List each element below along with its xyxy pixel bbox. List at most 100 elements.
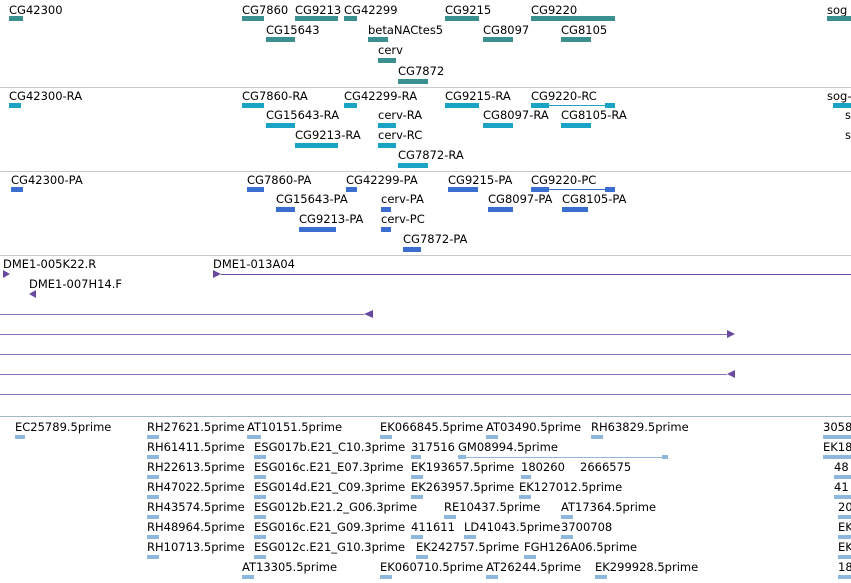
est-glyph[interactable] bbox=[591, 435, 603, 439]
est-label[interactable]: EK18 bbox=[823, 440, 851, 454]
transcript-glyph[interactable] bbox=[242, 103, 264, 108]
est-glyph[interactable] bbox=[254, 475, 266, 479]
est-glyph[interactable] bbox=[147, 515, 159, 519]
est-label[interactable]: ESG016c.E21_E07.3prime bbox=[254, 460, 404, 474]
gene-label[interactable]: CG15643 bbox=[266, 23, 320, 37]
protein-glyph[interactable] bbox=[11, 187, 23, 192]
est-label[interactable]: 20 bbox=[838, 500, 851, 514]
gene-label[interactable]: CG7860 bbox=[242, 3, 289, 17]
protein-glyph[interactable] bbox=[346, 187, 357, 192]
est-label[interactable]: FGH126A06.5prime bbox=[524, 540, 638, 554]
est-label[interactable]: 180260 bbox=[521, 460, 565, 474]
est-glyph[interactable] bbox=[561, 515, 573, 519]
clone-glyph[interactable] bbox=[727, 370, 735, 378]
gene-glyph[interactable] bbox=[378, 58, 396, 63]
transcript-label[interactable]: sog- bbox=[827, 89, 851, 103]
est-glyph[interactable] bbox=[458, 455, 466, 459]
transcript-label[interactable]: CG8097-RA bbox=[483, 108, 549, 122]
est-glyph[interactable] bbox=[15, 435, 25, 439]
est-glyph[interactable] bbox=[254, 455, 266, 459]
transcript-glyph[interactable] bbox=[344, 103, 357, 108]
protein-label[interactable]: CG9215-PA bbox=[448, 173, 513, 187]
transcript-glyph[interactable] bbox=[531, 103, 549, 108]
est-glyph[interactable] bbox=[147, 435, 159, 439]
est-label[interactable]: RH63829.5prime bbox=[591, 420, 689, 434]
protein-label[interactable]: CG8105-PA bbox=[562, 192, 627, 206]
est-glyph[interactable] bbox=[444, 515, 456, 519]
gene-glyph[interactable] bbox=[483, 37, 513, 42]
gene-label[interactable]: CG9215 bbox=[445, 3, 492, 17]
gene-label[interactable]: betaNACtes5 bbox=[368, 23, 444, 37]
transcript-label[interactable]: s bbox=[845, 108, 851, 122]
transcript-glyph[interactable] bbox=[9, 103, 21, 108]
est-label[interactable]: LD41043.5prime bbox=[464, 520, 561, 534]
est-glyph[interactable] bbox=[464, 535, 476, 539]
est-label[interactable]: GM08994.5prime bbox=[458, 440, 558, 454]
transcript-glyph[interactable] bbox=[266, 123, 295, 128]
gene-label[interactable]: CG9220 bbox=[531, 3, 578, 17]
transcript-glyph[interactable] bbox=[398, 163, 428, 168]
gene-glyph[interactable] bbox=[827, 16, 851, 21]
est-glyph[interactable] bbox=[147, 475, 159, 479]
clone-glyph[interactable] bbox=[213, 270, 221, 278]
transcript-label[interactable]: CG15643-RA bbox=[266, 108, 340, 122]
protein-glyph[interactable] bbox=[381, 227, 391, 232]
est-label[interactable]: ESG016c.E21_G09.3prime bbox=[254, 520, 406, 534]
protein-label[interactable]: CG42299-PA bbox=[346, 173, 418, 187]
est-glyph[interactable] bbox=[254, 535, 266, 539]
protein-label[interactable]: cerv-PA bbox=[381, 192, 424, 206]
est-label[interactable]: 41 bbox=[834, 480, 849, 494]
gene-label[interactable]: cerv bbox=[378, 43, 403, 57]
protein-label[interactable]: CG9213-PA bbox=[299, 212, 364, 226]
gene-label[interactable]: CG9213 bbox=[295, 3, 342, 17]
est-label[interactable]: EK263957.5prime bbox=[411, 480, 515, 494]
est-label[interactable]: RH10713.5prime bbox=[147, 540, 245, 554]
transcript-label[interactable]: cerv-RA bbox=[378, 108, 423, 122]
gene-label[interactable]: CG8097 bbox=[483, 23, 530, 37]
protein-glyph[interactable] bbox=[448, 187, 478, 192]
est-glyph[interactable] bbox=[380, 575, 392, 579]
clone-label[interactable]: DME1-007H14.F bbox=[29, 277, 123, 291]
gene-glyph[interactable] bbox=[344, 16, 357, 21]
est-glyph[interactable] bbox=[242, 575, 254, 579]
est-label[interactable]: RH43574.5prime bbox=[147, 500, 245, 514]
est-glyph[interactable] bbox=[524, 555, 536, 559]
est-glyph[interactable] bbox=[823, 455, 851, 459]
est-label[interactable]: RH27621.5prime bbox=[147, 420, 245, 434]
transcript-label[interactable]: s bbox=[845, 128, 851, 142]
est-glyph[interactable] bbox=[411, 535, 423, 539]
transcript-glyph[interactable] bbox=[378, 123, 396, 128]
protein-glyph[interactable] bbox=[276, 207, 295, 212]
est-label[interactable]: EK bbox=[838, 520, 851, 534]
clone-glyph[interactable] bbox=[364, 310, 373, 318]
protein-glyph[interactable] bbox=[605, 187, 615, 192]
transcript-label[interactable]: CG42299-RA bbox=[344, 89, 418, 103]
est-glyph[interactable] bbox=[147, 495, 159, 499]
est-glyph[interactable] bbox=[416, 555, 428, 559]
est-label[interactable]: AT10151.5prime bbox=[247, 420, 343, 434]
est-glyph[interactable] bbox=[254, 515, 266, 519]
est-glyph[interactable] bbox=[147, 535, 159, 539]
clone-glyph[interactable] bbox=[29, 290, 36, 298]
est-glyph[interactable] bbox=[411, 495, 423, 499]
protein-glyph[interactable] bbox=[403, 247, 421, 252]
est-label[interactable]: EC25789.5prime bbox=[15, 420, 112, 434]
est-label[interactable]: 18 bbox=[838, 560, 851, 574]
est-label[interactable]: RH47022.5prime bbox=[147, 480, 245, 494]
est-label[interactable]: RE10437.5prime bbox=[444, 500, 541, 514]
est-glyph[interactable] bbox=[147, 455, 159, 459]
transcript-label[interactable]: CG7860-RA bbox=[242, 89, 308, 103]
protein-glyph[interactable] bbox=[531, 187, 549, 192]
gene-label[interactable]: CG42299 bbox=[344, 3, 398, 17]
clone-line[interactable] bbox=[0, 314, 364, 315]
est-glyph[interactable] bbox=[519, 495, 531, 499]
est-label[interactable]: AT17364.5prime bbox=[561, 500, 657, 514]
transcript-glyph[interactable] bbox=[833, 103, 851, 108]
gene-label[interactable]: CG8105 bbox=[561, 23, 608, 37]
protein-glyph[interactable] bbox=[299, 227, 336, 232]
est-label[interactable]: EK242757.5prime bbox=[416, 540, 520, 554]
est-glyph[interactable] bbox=[411, 475, 423, 479]
est-label[interactable]: EK299928.5prime bbox=[595, 560, 699, 574]
clone-label[interactable]: DME1-005K22.R bbox=[3, 257, 97, 271]
est-label[interactable]: AT03490.5prime bbox=[486, 420, 582, 434]
